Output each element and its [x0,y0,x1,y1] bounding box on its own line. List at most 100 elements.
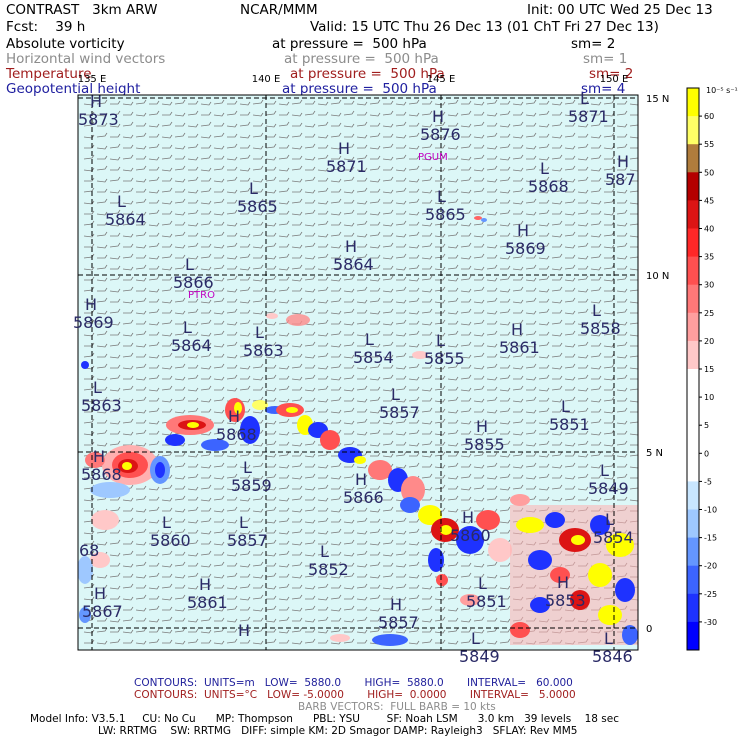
wind-barb [577,387,589,392]
height-center-value: 5861 [187,593,228,612]
wind-barb [317,121,329,127]
wind-barb [187,539,199,545]
wind-barb [500,430,511,435]
wind-barb [148,618,160,623]
wind-barb [370,155,381,160]
wind-barb [278,266,290,271]
wind-barb [565,122,576,127]
height-center-value: 5857 [378,613,419,632]
wind-barb [239,167,251,172]
wind-barb [265,288,277,293]
wind-barb [512,464,524,469]
wind-barb [382,585,394,590]
wind-barb [305,463,316,468]
wind-barb [161,200,173,205]
wind-barb [109,387,121,392]
colorbar-swatch [687,284,699,314]
wind-barb [252,541,264,546]
colorbar-tick-label: 30 [704,281,714,290]
wind-barb [552,276,563,281]
wind-barb [370,617,381,622]
wind-barb [447,607,459,612]
wind-barb [136,254,147,259]
wind-barb [252,297,264,303]
wind-barb [616,110,628,116]
height-center-value: 5859 [231,476,272,495]
wind-barb [330,231,342,237]
wind-barb [317,220,329,226]
wind-barb [447,376,459,381]
wind-barb [513,243,524,248]
wind-barb [187,308,199,314]
wind-barb [148,552,160,557]
wind-barb [265,209,277,215]
wind-barb [616,341,628,347]
wind-barb [513,375,524,380]
wind-barb [331,386,342,391]
wind-barb [122,121,134,127]
wind-barb [578,397,589,402]
wind-barb [187,209,199,215]
wind-barb [265,572,277,578]
wind-barb [135,165,147,171]
wind-barb [499,156,511,161]
wind-barb [616,288,628,293]
wind-barb [434,418,446,424]
wind-barb [525,198,537,204]
wind-barb [382,156,394,161]
wind-barb [460,275,472,281]
wind-barb [499,110,511,116]
wind-barb [252,607,264,612]
wind-barb [265,341,277,347]
wind-barb [201,474,212,479]
wind-barb [330,409,342,414]
wind-barb [512,332,524,337]
wind-barb [486,178,498,183]
wind-barb [239,332,251,337]
wind-barb [603,178,615,183]
wind-barb [499,354,511,359]
model-info-line2: LW: RRTMG SW: RRTMG DIFF: simple KM: 2D … [98,725,578,737]
wind-barb [330,132,342,138]
wind-barb [357,144,368,149]
wind-barb [604,485,615,490]
wind-barb [83,233,95,238]
wind-barb [617,166,628,171]
wind-barb [317,200,329,205]
wind-barb [370,254,381,259]
wind-barb [630,147,638,149]
wind-barb [187,387,199,392]
wind-barb [330,376,342,381]
wind-barb [135,277,147,282]
wind-barb [370,419,381,424]
wind-barb [447,165,459,171]
wind-barb [460,374,472,380]
wind-barb [214,419,225,424]
wind-barb [629,499,638,502]
wind-barb [161,517,173,523]
wind-barb [603,495,615,501]
wind-barb [590,167,602,172]
wind-barb [473,101,485,106]
wind-barb [616,189,628,194]
wind-barb [136,155,147,160]
wind-barb [96,112,108,117]
wind-barb [499,209,511,215]
wind-barb [200,200,212,205]
wind-barb [318,540,329,545]
wind-barb [331,485,342,490]
lat-label: 0 [646,624,652,635]
wind-barb [122,332,134,337]
lat-label: 15 N [646,94,669,105]
wind-barb [187,519,199,524]
wind-barb [603,330,615,336]
wind-barb [304,341,316,347]
wind-barb [213,409,225,414]
wind-barb [421,176,433,182]
wind-barb [486,574,498,579]
wind-barb [187,374,199,380]
wind-barb [408,607,420,612]
wind-barb [356,616,368,622]
wind-barb [265,440,277,446]
wind-barb [109,341,121,347]
